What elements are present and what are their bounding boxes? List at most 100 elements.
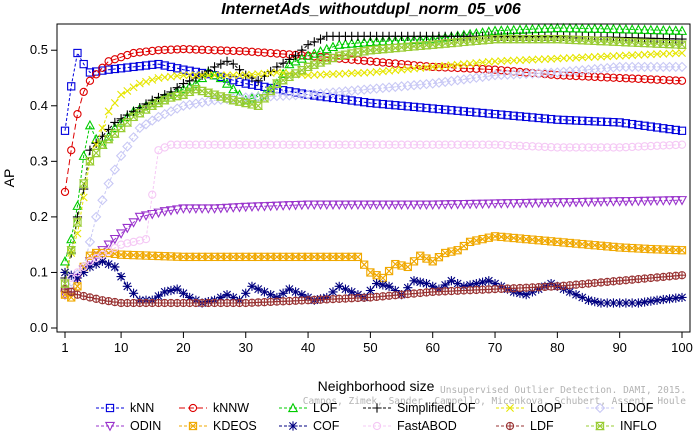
data-point-LOF-93 (633, 24, 644, 34)
data-point-FastABOD-14 (141, 234, 151, 244)
data-point-LDF-86 (590, 278, 599, 288)
data-point-COF-69 (484, 276, 494, 286)
legend-item-FastABOD: FastABOD (363, 419, 457, 433)
data-point-INFLO-10 (116, 123, 127, 133)
data-point-COF-87 (596, 298, 606, 308)
data-point-INFLO-76 (527, 34, 538, 44)
y-axis-title: AP (1, 169, 17, 188)
data-point-COF-20 (178, 288, 189, 298)
data-point-kNN-36 (278, 86, 288, 95)
data-point-INFLO-34 (265, 86, 276, 96)
data-point-FastABOD-55 (397, 140, 406, 149)
data-point-FastABOD-7 (98, 250, 107, 259)
data-point-FastABOD-73 (509, 141, 518, 150)
data-point-FastABOD-48 (353, 140, 363, 149)
data-point-LOF-3 (72, 200, 83, 210)
data-point-kNN-29 (235, 77, 244, 87)
legend-marker-KDEOS (188, 421, 198, 431)
data-point-LoOP-14 (142, 77, 151, 86)
data-point-kNNW-14 (141, 47, 151, 56)
data-point-FastABOD-21 (185, 140, 194, 149)
data-point-kNN-65 (459, 107, 469, 116)
data-point-kNN-92 (627, 119, 637, 129)
data-point-LDF-100 (677, 271, 687, 280)
data-point-LoOP-25 (210, 71, 219, 80)
data-point-kNNW-84 (578, 72, 587, 81)
data-point-SimplifiedLOF-24 (203, 66, 213, 76)
data-point-INFLO-93 (633, 38, 644, 47)
data-point-kNNW-67 (472, 64, 481, 73)
data-point-ODIN-26 (215, 204, 226, 214)
data-point-LoOP-32 (254, 70, 263, 79)
data-point-COF-62 (440, 280, 450, 290)
data-point-kNN-100 (677, 126, 687, 135)
data-point-COF-64 (453, 278, 463, 289)
data-point-kNN-14 (141, 61, 151, 70)
data-point-kNNW-1 (60, 187, 70, 197)
data-point-FastABOD-59 (422, 140, 431, 149)
data-point-KDEOS-100 (677, 246, 687, 255)
data-point-kNN-60 (428, 104, 437, 113)
data-point-INFLO-4 (78, 179, 89, 188)
data-point-kNNW-19 (173, 45, 182, 54)
data-point-LDOF-13 (134, 122, 145, 134)
data-point-ODIN-19 (172, 205, 183, 215)
data-point-ODIN-77 (533, 198, 544, 209)
data-point-ODIN-98 (664, 196, 675, 206)
data-point-LoOP-44 (329, 70, 337, 79)
data-point-INFLO-22 (190, 84, 201, 94)
legend-marker-FastABOD (372, 421, 382, 431)
data-point-INFLO-61 (434, 39, 444, 49)
data-point-ODIN-87 (595, 197, 607, 208)
data-point-FastABOD-95 (646, 141, 655, 151)
data-point-COF-94 (640, 297, 650, 307)
data-point-ODIN-78 (539, 198, 551, 209)
data-point-COF-21 (185, 292, 195, 303)
data-point-LDOF-9 (109, 164, 121, 175)
data-point-INFLO-80 (552, 34, 563, 44)
data-point-FastABOD-94 (640, 142, 649, 151)
data-point-ODIN-11 (122, 223, 133, 234)
data-point-INFLO-73 (508, 34, 519, 44)
data-point-ODIN-51 (371, 200, 382, 211)
data-point-LDF-84 (578, 279, 587, 289)
data-point-ODIN-23 (196, 204, 208, 214)
data-point-COF-58 (415, 277, 425, 287)
data-point-kNNW-94 (640, 74, 649, 84)
data-point-LoOP-61 (434, 62, 443, 71)
data-point-ODIN-92 (627, 196, 638, 207)
data-point-kNN-63 (447, 106, 456, 115)
data-point-COF-70 (490, 278, 500, 289)
data-point-FastABOD-78 (540, 142, 550, 152)
legend-marker-ODIN (104, 421, 116, 432)
data-point-kNN-10 (116, 64, 126, 73)
legend-item-LDF: LDF (496, 419, 554, 433)
data-point-kNN-77 (534, 113, 543, 123)
data-point-ODIN-74 (514, 198, 526, 209)
data-point-INFLO-33 (259, 94, 270, 103)
data-point-FastABOD-34 (266, 140, 275, 149)
data-point-LoOP-56 (403, 65, 412, 74)
data-point-FastABOD-88 (603, 143, 612, 152)
data-point-LoOP-47 (347, 69, 356, 78)
data-point-COF-11 (122, 281, 132, 291)
data-point-COF-63 (446, 276, 457, 286)
data-point-kNN-89 (609, 118, 618, 127)
data-point-COF-9 (110, 262, 120, 272)
data-point-LoOP-99 (671, 49, 680, 58)
series-LDF (60, 271, 687, 308)
data-point-LoOP-31 (247, 70, 256, 79)
data-point-ODIN-24 (203, 204, 214, 214)
data-point-LOF-82 (564, 22, 575, 33)
data-point-COF-38 (290, 287, 301, 297)
data-point-INFLO-54 (390, 43, 401, 53)
data-point-LOF-95 (645, 24, 656, 35)
data-point-ODIN-55 (396, 200, 407, 211)
data-point-LoOP-100 (678, 49, 686, 57)
data-point-kNNW-34 (266, 48, 275, 58)
data-point-SimplifiedLOF-26 (216, 59, 226, 69)
data-point-ODIN-22 (190, 204, 201, 214)
data-point-INFLO-67 (471, 36, 482, 45)
data-point-kNNW-90 (615, 73, 624, 83)
series-ODIN (59, 196, 688, 301)
